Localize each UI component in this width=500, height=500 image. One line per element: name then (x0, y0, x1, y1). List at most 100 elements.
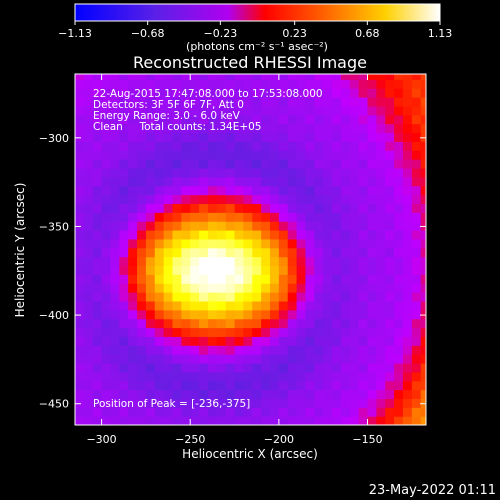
heatmap-cell (225, 309, 236, 320)
heatmap-cell (385, 283, 395, 293)
heatmap-cell (270, 416, 280, 425)
heatmap-cell (181, 141, 191, 151)
heatmap-cell (75, 309, 85, 320)
heatmap-cell (181, 407, 191, 417)
heatmap-cell (163, 309, 174, 320)
heatmap-cell (172, 318, 182, 329)
heatmap-cell (101, 309, 112, 320)
heatmap-cell (270, 230, 280, 240)
heatmap-cell (216, 150, 227, 160)
heatmap-cell (163, 221, 174, 231)
heatmap-cell (172, 123, 182, 134)
heatmap-cell (172, 176, 182, 187)
heatmap-cell (314, 238, 324, 249)
heatmap-cell (332, 97, 342, 107)
heatmap-cell (234, 380, 245, 391)
heatmap-cell (261, 123, 271, 134)
heatmap-cell (145, 362, 156, 373)
heatmap-cell (402, 371, 413, 382)
heatmap-cell (207, 256, 218, 267)
heatmap-cell (376, 389, 386, 400)
heatmap-cell (154, 407, 165, 417)
heatmap-cell (332, 362, 342, 373)
heatmap-cell (385, 74, 395, 80)
heatmap-cell (340, 230, 351, 240)
heatmap-cell (252, 230, 262, 240)
heatmap-cell (145, 167, 156, 178)
heatmap-cell (402, 327, 413, 337)
heatmap-cell (92, 176, 103, 187)
heatmap-cell (287, 141, 298, 151)
heatmap-cell (92, 238, 103, 249)
heatmap-cell (420, 97, 426, 107)
heatmap-cell (420, 256, 426, 267)
heatmap-cell (305, 203, 315, 213)
heatmap-cell (349, 79, 360, 89)
heatmap-cell (420, 141, 426, 151)
heatmap-cell (119, 159, 129, 169)
heatmap-cell (287, 79, 298, 89)
heatmap-cell (314, 132, 324, 142)
heatmap-cell (323, 327, 333, 337)
heatmap-cell (110, 256, 120, 267)
heatmap-cell (225, 230, 236, 240)
heatmap-cell (411, 167, 422, 178)
heatmap-cell (358, 362, 369, 373)
heatmap-cell (163, 176, 174, 187)
heatmap-cell (376, 318, 386, 329)
heatmap-cell (145, 79, 156, 89)
heatmap-cell (92, 105, 103, 116)
heatmap-cell (376, 132, 386, 142)
heatmap-cell (270, 336, 280, 346)
heatmap-cell (420, 371, 426, 382)
heatmap-cell (305, 398, 315, 408)
heatmap-cell (314, 327, 324, 337)
heatmap-cell (314, 105, 324, 116)
heatmap-cell (420, 203, 426, 213)
heatmap-cell (119, 345, 129, 355)
heatmap-cell (199, 123, 209, 134)
heatmap-cell (145, 150, 156, 160)
heatmap-cell (190, 105, 200, 116)
heatmap-cell (163, 256, 174, 267)
heatmap-cell (420, 398, 426, 408)
heatmap-cell (119, 283, 129, 293)
heatmap-cell (128, 371, 138, 382)
heatmap-cell (402, 167, 413, 178)
heatmap-cell (83, 221, 94, 231)
heatmap-cell (332, 309, 342, 320)
heatmap-cell (154, 105, 165, 116)
heatmap-cell (323, 407, 333, 417)
heatmap-cell (119, 212, 129, 222)
heatmap-cell (323, 354, 333, 364)
heatmap-cell (190, 238, 200, 249)
heatmap-cell (332, 380, 342, 391)
heatmap-cell (278, 212, 289, 222)
heatmap-cell (411, 354, 422, 364)
heatmap-cell (110, 318, 120, 329)
heatmap-cell (261, 97, 271, 107)
heatmap-cell (340, 105, 351, 116)
heatmap-cell (270, 105, 280, 116)
heatmap-cell (305, 247, 315, 258)
heatmap-cell (172, 327, 182, 337)
heatmap-cell (349, 318, 360, 329)
heatmap-cell (92, 345, 103, 355)
heatmap-cell (314, 345, 324, 355)
heatmap-cell (367, 265, 377, 275)
heatmap-cell (216, 354, 227, 364)
heatmap-cell (75, 141, 85, 151)
heatmap-cell (128, 300, 138, 311)
heatmap-cell (190, 345, 200, 355)
heatmap-cell (385, 203, 395, 213)
heatmap-cell (332, 194, 342, 205)
heatmap-cell (367, 292, 377, 302)
heatmap-cell (358, 327, 369, 337)
heatmap-cell (358, 123, 369, 134)
heatmap-cell (128, 318, 138, 329)
heatmap-cell (207, 309, 218, 320)
heatmap-cell (154, 354, 165, 364)
heatmap-cell (323, 416, 333, 425)
heatmap-cell (367, 416, 377, 425)
heatmap-cell (340, 167, 351, 178)
